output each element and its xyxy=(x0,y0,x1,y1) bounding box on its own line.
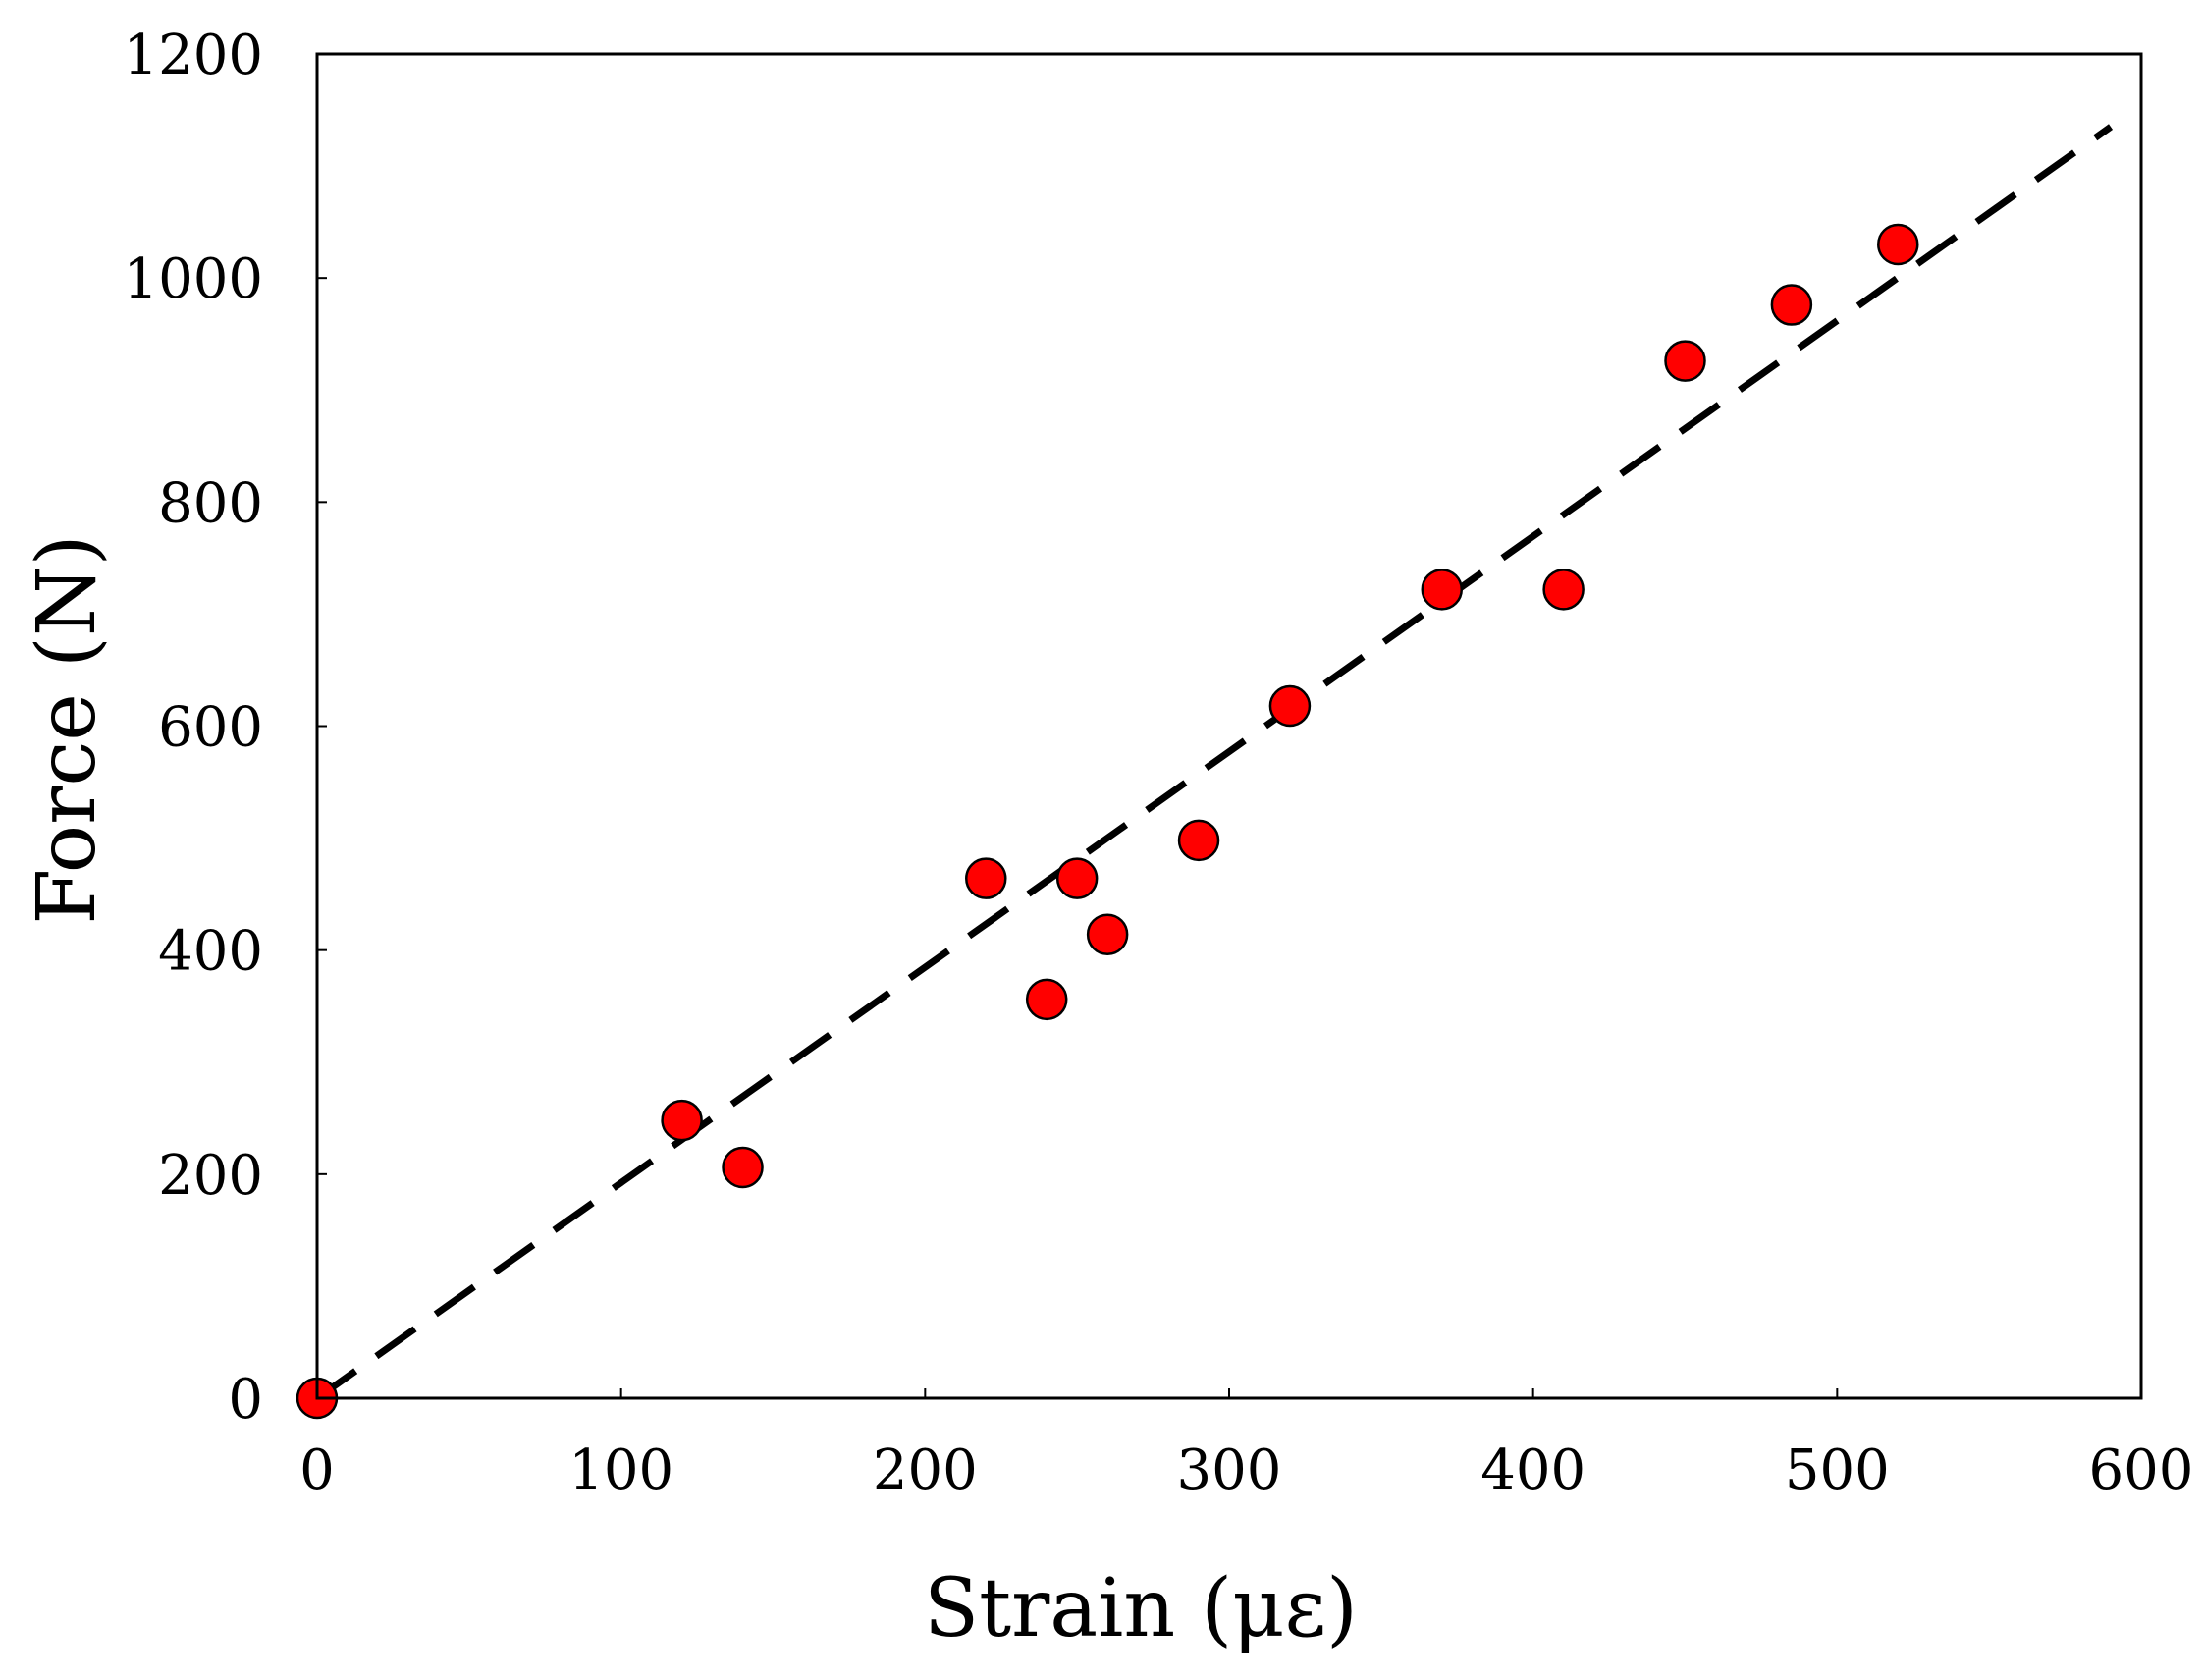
y-tick-label: 1000 xyxy=(123,247,263,311)
x-tick-label: 200 xyxy=(873,1438,978,1502)
data-point xyxy=(1086,913,1129,955)
fit-line-layer xyxy=(314,124,2114,1401)
linear-fit-line xyxy=(314,124,2114,1401)
x-tick-label: 400 xyxy=(1480,1438,1585,1502)
data-point xyxy=(1177,819,1220,862)
plot-area-frame xyxy=(315,52,2143,1400)
x-tick-label: 0 xyxy=(299,1438,335,1502)
data-point xyxy=(1268,684,1312,728)
x-tick-label: 300 xyxy=(1177,1438,1282,1502)
data-point xyxy=(1877,223,1919,266)
data-point xyxy=(661,1099,703,1142)
x-axis-label: Strain (με) xyxy=(924,1562,1358,1655)
data-point xyxy=(965,857,1007,899)
y-tick-label: 400 xyxy=(158,920,263,984)
data-point xyxy=(1664,340,1706,382)
data-point xyxy=(1542,569,1585,611)
data-points-layer xyxy=(296,223,1919,1420)
data-point xyxy=(722,1146,764,1189)
x-tick-label: 600 xyxy=(2089,1438,2194,1502)
data-point xyxy=(1055,857,1099,899)
x-tick-label: 500 xyxy=(1785,1438,1890,1502)
y-tick-label: 1200 xyxy=(123,24,263,87)
y-tick-label: 200 xyxy=(158,1144,263,1208)
data-point xyxy=(1025,978,1068,1021)
y-axis-label: Force (N) xyxy=(21,534,114,924)
data-point xyxy=(1770,284,1813,326)
y-tick-label: 0 xyxy=(228,1368,263,1432)
y-tick-label: 600 xyxy=(158,696,263,760)
data-point xyxy=(1421,569,1464,611)
x-tick-label: 100 xyxy=(568,1438,673,1502)
tick-labels-layer: 0 100 200 300 400 500 600 0 200 400 600 800 1000 1200 xyxy=(123,24,2193,1502)
y-tick-label: 800 xyxy=(158,471,263,535)
